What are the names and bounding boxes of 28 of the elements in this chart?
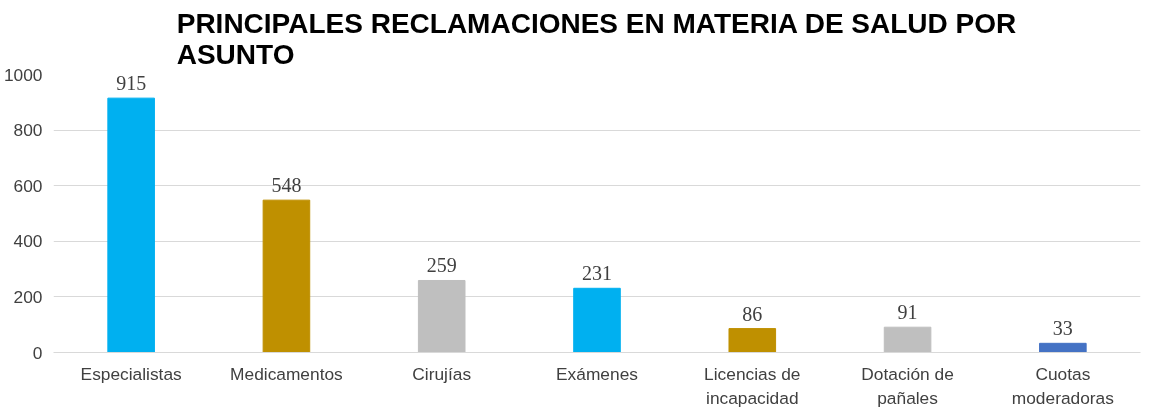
x-tick-label: Cuotas moderadoras [1011,363,1115,408]
y-tick-label: 0 [32,342,43,363]
x-tick-label: Exámenes [556,363,639,384]
bar [728,328,777,353]
y-tick-label: 1000 [3,64,43,85]
chart-title: PRINCIPALES RECLAMACIONES EN MATERIA DE SALUD POR ASUNTO [176,7,1017,70]
x-tick-label: Especialistas [80,363,183,384]
x-tick-label: Medicamentos [230,363,344,384]
x-tick-label: Licencias de incapacidad [704,363,801,408]
data-label: 915 [116,72,147,95]
bar [107,97,155,353]
y-tick-label: 600 [13,175,43,196]
bar [262,199,311,353]
data-label: 33 [1052,317,1073,340]
y-tick-label: 200 [13,286,43,307]
data-label: 91 [897,301,918,324]
bar [883,326,932,353]
data-label: 548 [271,174,302,197]
bar [573,287,621,353]
bar [417,280,466,353]
x-tick-label: Cirujías [412,363,472,384]
data-label: 86 [742,302,763,325]
x-tick-label: Dotación de pañales [861,363,954,408]
y-tick-label: 400 [13,231,43,252]
y-tick-label: 800 [13,120,43,141]
data-label: 259 [426,254,457,277]
data-label: 231 [582,262,612,285]
bar [1039,342,1087,353]
